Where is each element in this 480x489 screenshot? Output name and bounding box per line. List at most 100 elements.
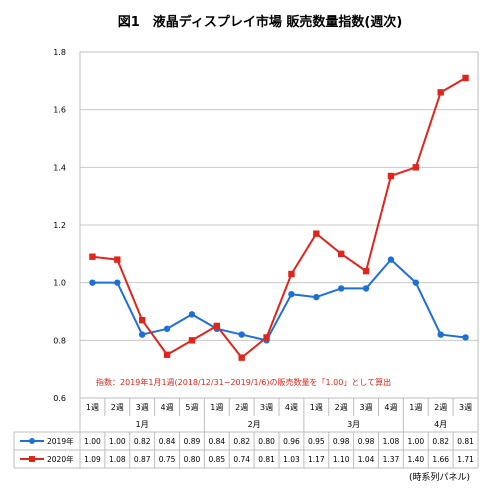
data-point-2	[412, 164, 420, 171]
data-point-1	[387, 256, 395, 263]
chart-annotation: 指数：2019年1月1週(2018/12/31−2019/1/6)の販売数量を「…	[96, 377, 391, 387]
data-label-1: 1.08	[383, 437, 400, 446]
data-point-2	[313, 230, 320, 237]
x-tick-label: 3週	[459, 403, 472, 412]
x-tick-label: 2週	[111, 403, 124, 412]
data-point-1	[313, 293, 320, 301]
x-tick-label: 1週	[310, 403, 323, 412]
data-label-1: 0.84	[159, 437, 176, 446]
month-label: 2月	[248, 420, 261, 429]
data-point-1	[462, 334, 469, 341]
data-label-2: 0.74	[233, 455, 250, 464]
legend-marker-1	[29, 438, 35, 444]
data-point-1	[337, 285, 345, 292]
data-point-2	[89, 253, 96, 260]
series-line-2	[92, 77, 467, 359]
data-label-2: 0.85	[208, 455, 225, 464]
data-label-1: 0.98	[333, 437, 350, 446]
data-point-1	[288, 291, 295, 298]
data-point-1	[89, 279, 96, 286]
month-label: 4月	[434, 420, 447, 429]
data-point-1	[437, 331, 444, 338]
data-label-2: 0.80	[184, 455, 201, 464]
x-tick-label: 4週	[285, 403, 298, 412]
y-tick-label: 1.8	[53, 48, 66, 57]
x-tick-label: 2週	[335, 403, 348, 412]
data-label-1: 1.00	[407, 437, 424, 446]
data-label-2: 1.40	[407, 455, 424, 464]
data-point-2	[362, 267, 370, 275]
x-tick-label: 2週	[434, 403, 447, 412]
data-label-1: 1.00	[109, 437, 126, 446]
x-tick-label: 2週	[235, 403, 248, 412]
data-label-2: 1.71	[457, 455, 474, 464]
x-tick-label: 3週	[136, 403, 149, 412]
data-point-1	[188, 311, 196, 318]
x-tick-label: 4週	[161, 403, 174, 412]
data-point-1	[362, 285, 370, 292]
series-lines	[89, 74, 469, 361]
y-tick-label: 1.4	[53, 163, 66, 172]
data-label-2: 1.08	[109, 455, 126, 464]
data-point-2	[437, 89, 444, 96]
data-point-1	[412, 279, 420, 286]
data-point-2	[288, 270, 295, 278]
gridlines	[79, 51, 479, 399]
data-label-2: 1.03	[283, 455, 300, 464]
x-tick-label: 1週	[210, 403, 223, 412]
data-point-2	[263, 334, 270, 341]
data-label-1: 0.84	[208, 437, 225, 446]
chart-title: 図1 液晶ディスプレイ市場 販売数量指数(週次)	[118, 14, 403, 30]
data-point-1	[138, 331, 146, 338]
data-label-2: 1.37	[383, 455, 400, 464]
data-label-2: 0.81	[258, 455, 275, 464]
data-point-1	[163, 325, 171, 332]
data-label-2: 1.17	[308, 455, 325, 464]
data-label-1: 0.98	[358, 437, 375, 446]
data-label-2: 0.87	[134, 455, 151, 464]
data-label-1: 0.96	[283, 437, 300, 446]
y-tick-label: 1.6	[53, 106, 66, 115]
x-tick-label: 4週	[384, 403, 397, 412]
data-label-1: 0.89	[184, 437, 201, 446]
legend-marker-2	[29, 456, 35, 462]
legend-label-2: 2020年	[47, 454, 74, 464]
data-label-1: 0.81	[457, 437, 474, 446]
data-point-2	[238, 354, 245, 361]
data-label-1: 0.80	[258, 437, 275, 446]
data-label-1: 0.82	[432, 437, 449, 446]
y-tick-label: 0.8	[53, 336, 66, 345]
data-point-2	[163, 351, 171, 358]
x-tick-label: 3週	[360, 403, 373, 412]
x-tick-label: 1週	[86, 403, 99, 412]
data-point-1	[238, 331, 245, 338]
data-label-1: 0.95	[308, 437, 325, 446]
y-tick-label: 1.0	[53, 279, 66, 288]
series-line-1	[92, 258, 466, 342]
data-table: 1月 2月 3月 4月 1週 2週 3週 4週 5週 1週 2週 3週 4週 1週 2週 3週 4週 1週 2週 3週…	[13, 398, 479, 469]
data-point-2	[462, 74, 469, 82]
y-tick-label: 1.2	[53, 221, 66, 230]
data-point-2	[114, 256, 121, 263]
data-point-2	[387, 172, 395, 180]
x-tick-label: 3週	[260, 403, 273, 412]
data-point-1	[114, 279, 121, 286]
data-label-1: 0.82	[233, 437, 250, 446]
data-label-1: 0.82	[134, 437, 151, 446]
data-label-2: 1.10	[333, 455, 350, 464]
axes: 0.6 0.8 1.0 1.2 1.4 1.6 1.8	[53, 48, 66, 403]
month-label: 1月	[136, 420, 149, 429]
legend-label-1: 2019年	[47, 436, 74, 446]
data-point-2	[138, 316, 146, 324]
source-note: (時系列パネル)	[409, 471, 470, 483]
data-label-1: 1.00	[84, 437, 101, 446]
y-tick-label: 0.6	[53, 394, 66, 403]
x-tick-label: 1週	[409, 403, 422, 412]
data-label-2: 0.75	[159, 455, 176, 464]
month-label: 3月	[347, 420, 360, 429]
data-label-2: 1.09	[84, 455, 101, 464]
data-point-2	[337, 250, 345, 258]
data-label-2: 1.66	[432, 455, 449, 464]
data-label-2: 1.04	[358, 455, 375, 464]
